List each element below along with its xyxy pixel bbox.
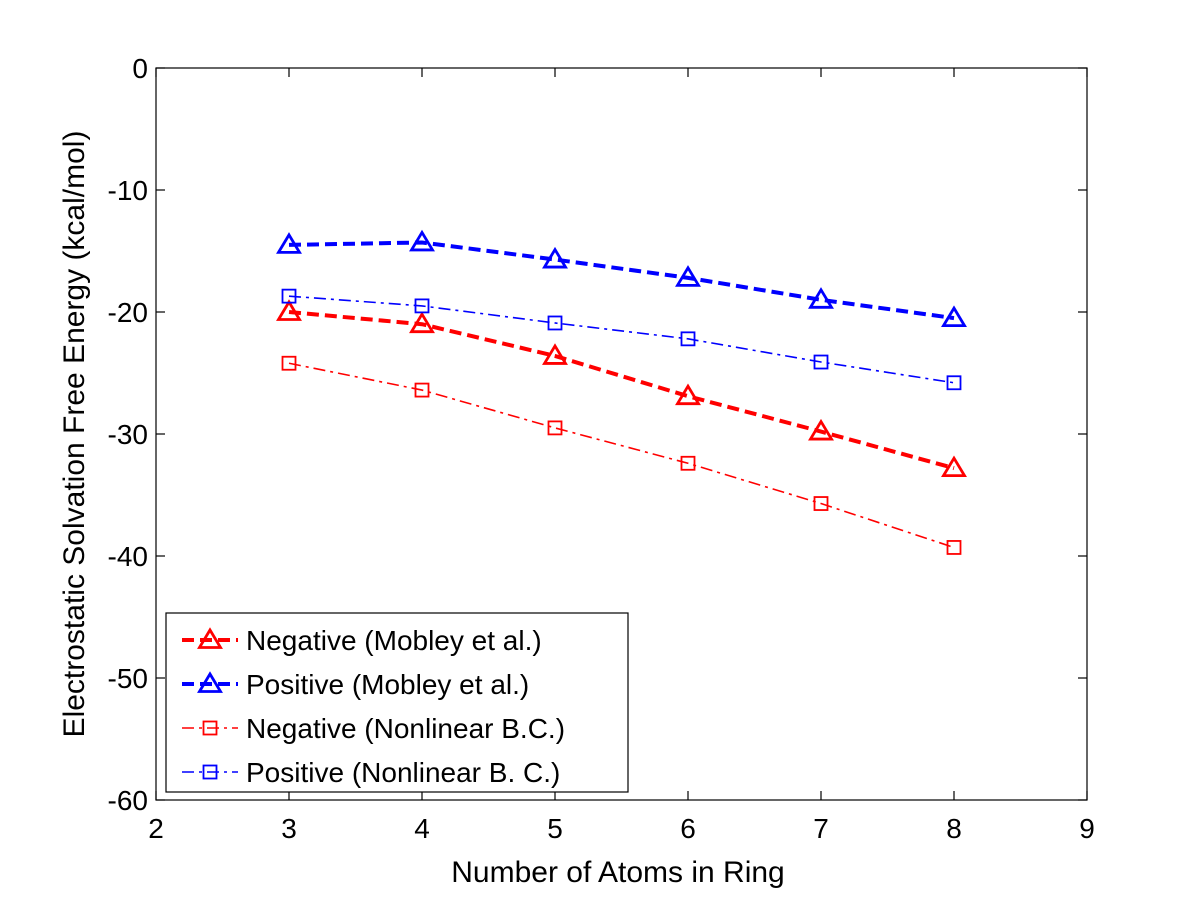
data-point xyxy=(680,455,696,471)
y-tick-label: -20 xyxy=(108,297,148,328)
series-line xyxy=(288,362,955,549)
data-point xyxy=(414,382,430,398)
legend-item: Negative (Nonlinear B.C.) xyxy=(182,713,565,744)
data-point xyxy=(542,246,568,269)
y-tick-label: -40 xyxy=(108,541,148,572)
data-point xyxy=(409,311,435,334)
x-axis-label: Number of Atoms in Ring xyxy=(451,856,784,889)
legend-label: Negative (Nonlinear B.C.) xyxy=(246,713,565,744)
legend-label: Negative (Mobley et al.) xyxy=(246,625,542,656)
legend: Negative (Mobley et al.) Positive (Mobley… xyxy=(165,612,629,793)
legend-item: Positive (Mobley et al.) xyxy=(182,669,529,700)
y-tick-label: -50 xyxy=(108,663,148,694)
y-tick-label: -30 xyxy=(108,419,148,450)
legend-marker xyxy=(197,627,223,649)
legend-label: Positive (Nonlinear B. C.) xyxy=(246,757,560,788)
legend-item: Positive (Nonlinear B. C.) xyxy=(182,757,560,788)
legend-label: Positive (Mobley et al.) xyxy=(246,669,529,700)
data-point xyxy=(276,232,302,254)
data-point xyxy=(808,287,834,309)
y-axis-label: Electrostatic Solvation Free Energy (kca… xyxy=(58,131,91,738)
x-tick-label: 3 xyxy=(281,813,297,844)
legend-marker xyxy=(202,720,218,736)
series-positive-nonlinear-b-c xyxy=(281,288,962,391)
data-point xyxy=(941,305,967,328)
data-point xyxy=(813,354,829,370)
data-point xyxy=(680,331,696,347)
data-point xyxy=(813,496,829,511)
legend-marker xyxy=(202,764,218,780)
data-point xyxy=(547,315,563,331)
x-tick-label: 2 xyxy=(148,813,164,844)
x-tick-label: 7 xyxy=(813,813,829,844)
x-tick-label: 8 xyxy=(946,813,962,844)
series-line xyxy=(288,240,955,321)
x-tick-label: 4 xyxy=(414,813,430,844)
y-tick-label: -10 xyxy=(108,175,148,206)
data-point xyxy=(675,383,701,406)
y-tick-label: 0 xyxy=(132,53,148,84)
data-point xyxy=(414,298,430,314)
series-line xyxy=(288,295,955,384)
ticks-layer: 2 3 4 5 6 7 8 9 0 -10 -20 -30 -40 -50 -60 xyxy=(108,53,1095,844)
x-tick-label: 6 xyxy=(680,813,696,844)
data-point xyxy=(946,375,962,391)
data-point xyxy=(547,420,563,436)
x-tick-label: 9 xyxy=(1079,813,1095,844)
data-point xyxy=(941,455,967,478)
data-point xyxy=(281,355,297,371)
legend-box xyxy=(165,612,629,793)
plot-frame xyxy=(155,67,1088,801)
data-point xyxy=(946,540,962,555)
data-point xyxy=(409,229,435,252)
data-point xyxy=(281,288,297,304)
legend-marker xyxy=(197,671,223,693)
legend-item: Negative (Mobley et al.) xyxy=(182,625,542,656)
x-tick-label: 5 xyxy=(547,813,563,844)
data-point xyxy=(542,343,568,365)
y-tick-label: -60 xyxy=(108,785,148,816)
data-point xyxy=(808,418,834,441)
series-negative-nonlinear-b-c xyxy=(281,355,962,555)
series-positive-mobley-et-al xyxy=(276,229,967,328)
series-negative-mobley-et-al xyxy=(276,299,967,478)
series-line xyxy=(288,310,955,471)
data-point xyxy=(675,265,701,287)
data-point xyxy=(276,299,302,321)
series-layer xyxy=(276,229,967,555)
